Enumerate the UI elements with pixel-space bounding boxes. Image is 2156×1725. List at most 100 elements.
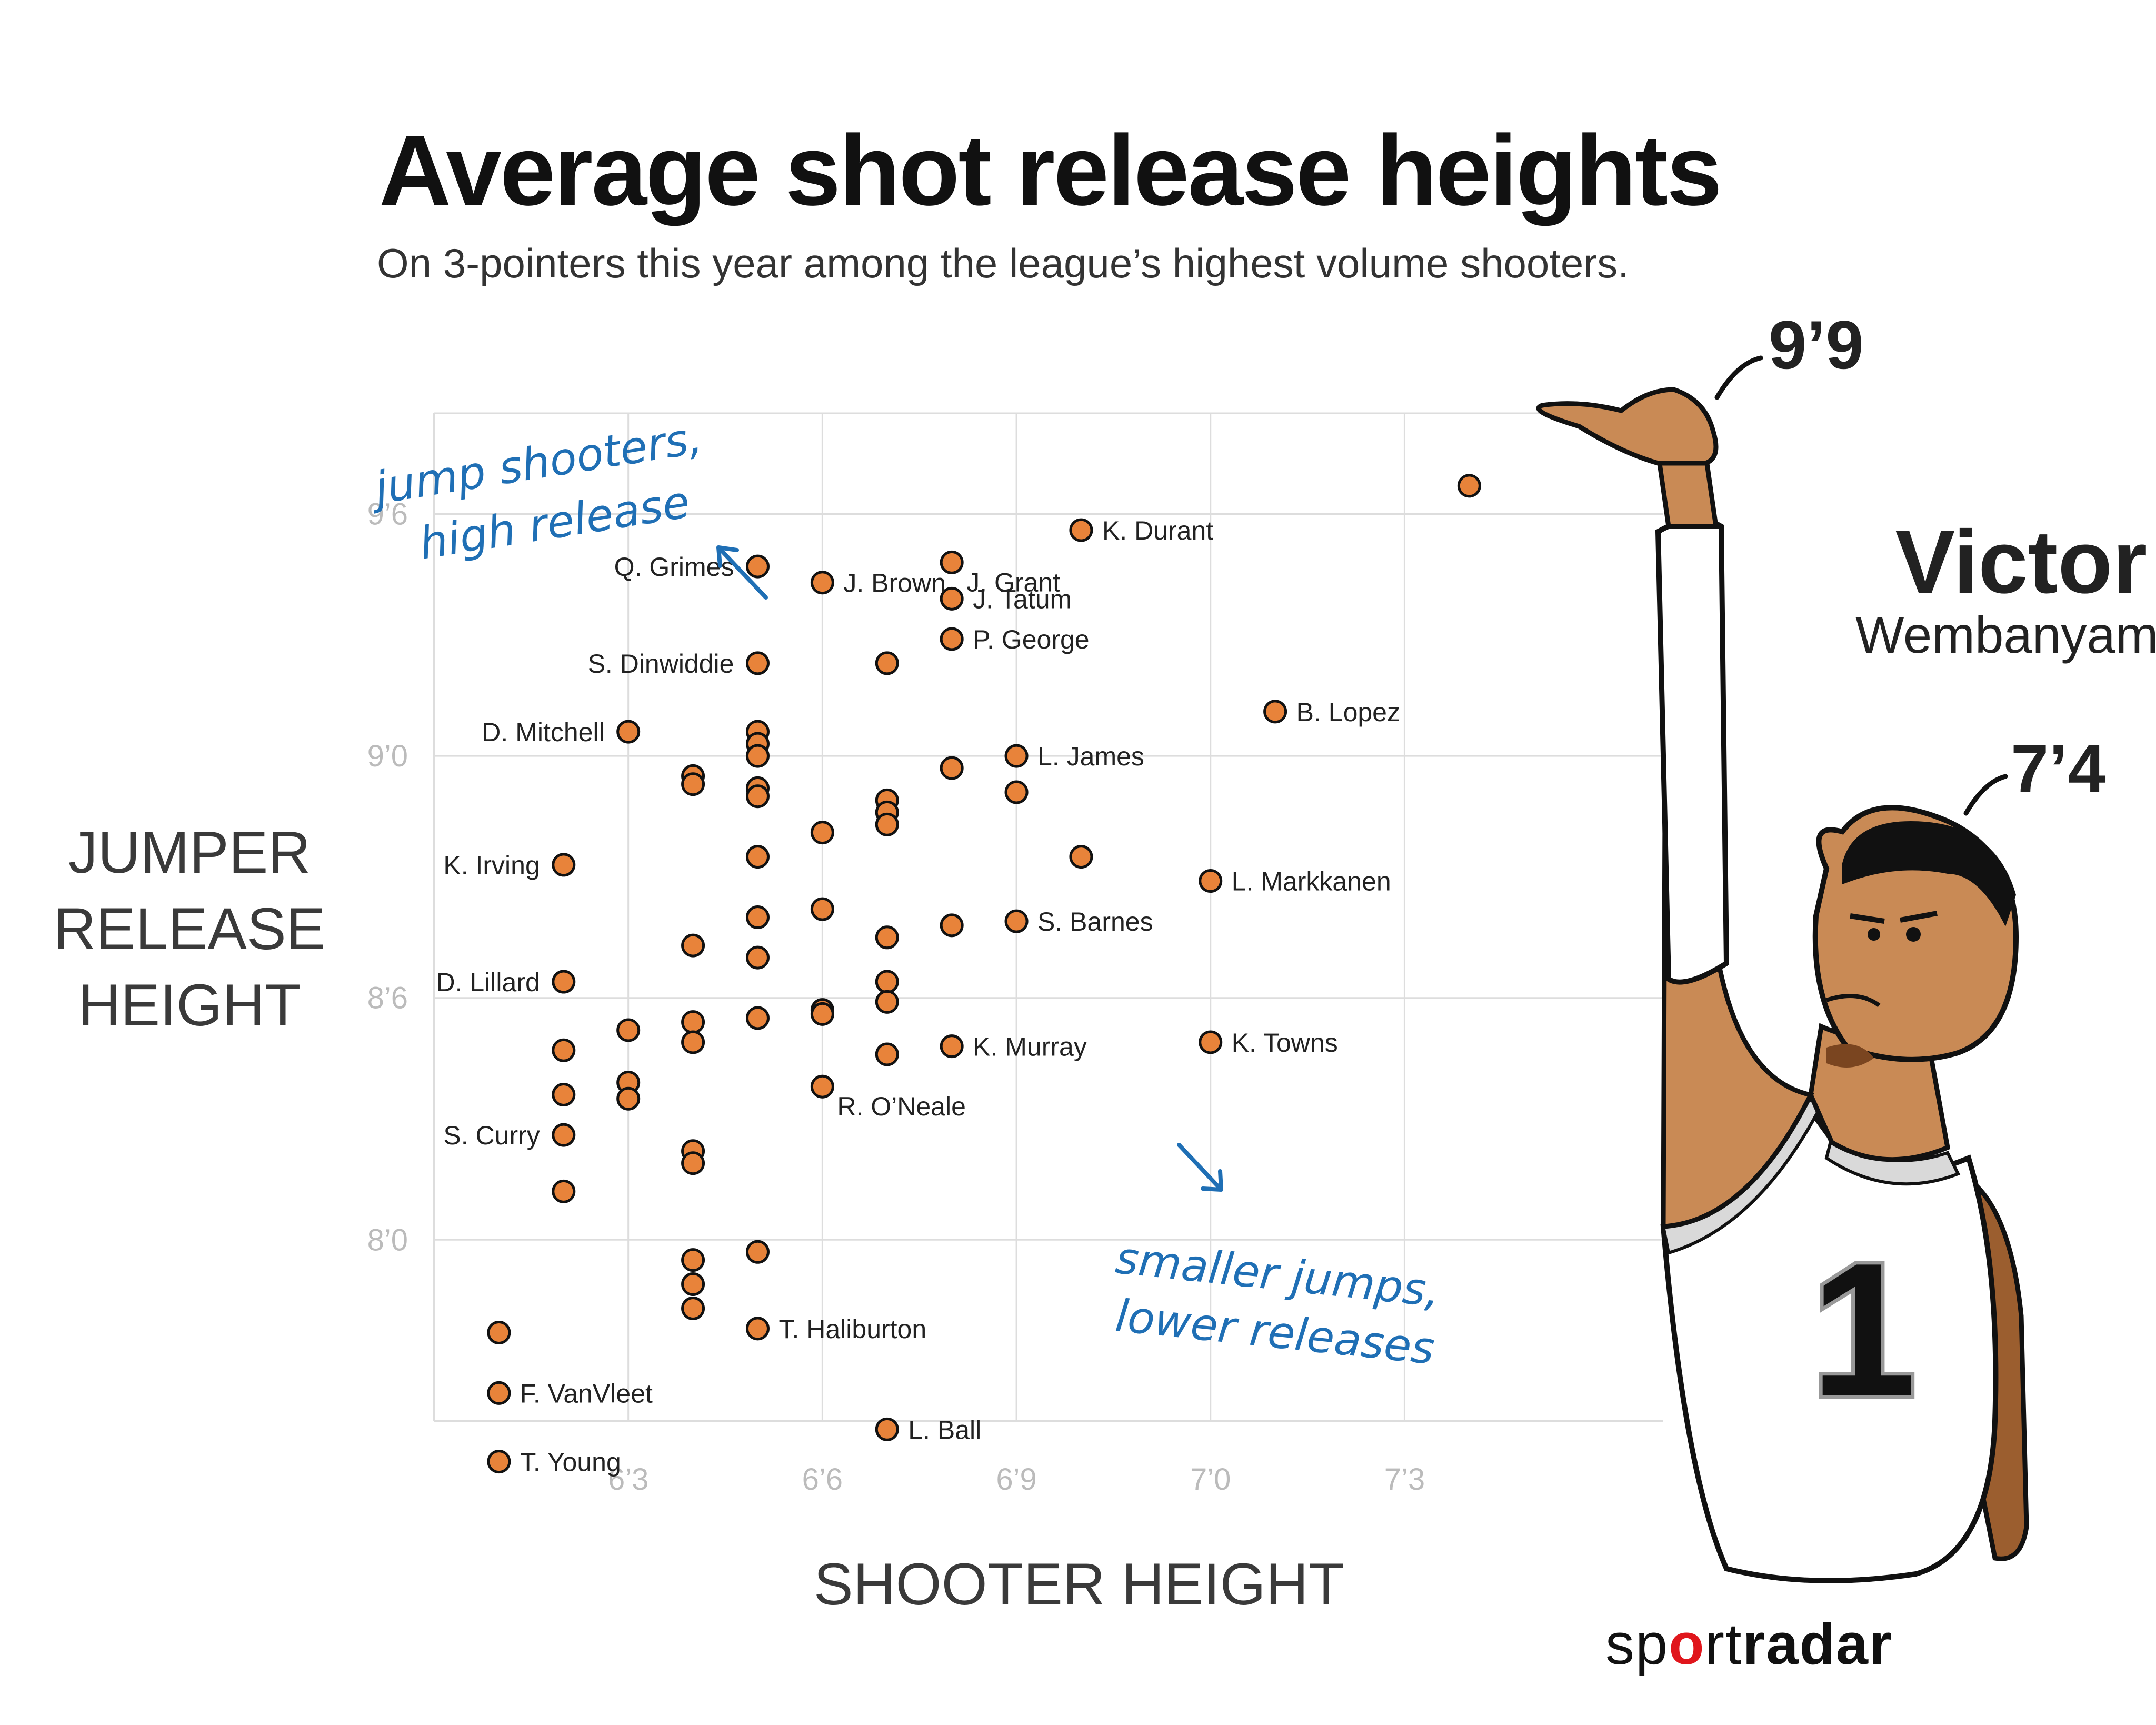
arrow-down-right-icon	[1177, 1143, 1223, 1192]
data-point[interactable]	[810, 1074, 834, 1099]
x-tick-label: 7’0	[1190, 1462, 1231, 1497]
data-point[interactable]	[940, 627, 964, 651]
data-point[interactable]	[745, 1006, 770, 1030]
logo-part-1: sp	[1605, 1612, 1669, 1677]
x-axis-label: SHOOTER HEIGHT	[813, 1551, 1345, 1617]
data-point[interactable]	[681, 933, 705, 958]
y-tick-label: 9’0	[367, 739, 408, 773]
player-first-name: Victor	[1895, 512, 2148, 612]
point-layer	[487, 474, 1481, 1474]
data-point[interactable]	[616, 720, 641, 744]
point-label: D. Lillard	[436, 968, 540, 997]
data-point[interactable]	[745, 651, 770, 675]
data-point[interactable]	[875, 990, 899, 1014]
data-point[interactable]	[681, 1297, 705, 1321]
data-point[interactable]	[940, 913, 964, 938]
data-point[interactable]	[745, 784, 770, 809]
data-point[interactable]	[487, 1381, 511, 1405]
x-tick-label: 6’9	[996, 1462, 1036, 1497]
arrow-up-left-icon	[716, 545, 768, 600]
point-label: D. Mitchell	[482, 717, 604, 747]
data-point[interactable]	[875, 812, 899, 836]
data-point[interactable]	[810, 571, 834, 595]
point-label: R. O’Neale	[837, 1092, 966, 1121]
y-axis-label-line-3: HEIGHT	[78, 972, 301, 1038]
data-point[interactable]	[810, 1002, 834, 1026]
data-point[interactable]	[745, 1240, 770, 1264]
point-label: T. Haliburton	[778, 1314, 926, 1344]
data-point[interactable]	[940, 586, 964, 611]
chart-title: Average shot release heights	[379, 115, 1722, 226]
data-point[interactable]	[875, 925, 899, 950]
logo-part-3: rt	[1705, 1612, 1743, 1677]
data-point[interactable]	[552, 1179, 576, 1203]
data-point[interactable]	[1199, 1030, 1223, 1054]
chart-subtitle: On 3-pointers this year among the league…	[377, 240, 1629, 286]
data-point[interactable]	[552, 1038, 576, 1062]
data-point[interactable]	[552, 1123, 576, 1147]
data-point[interactable]	[1004, 909, 1029, 933]
data-point[interactable]	[487, 1320, 511, 1344]
data-point[interactable]	[1069, 518, 1093, 542]
data-point[interactable]	[1069, 845, 1093, 869]
data-point[interactable]	[616, 1086, 641, 1111]
point-label: K. Towns	[1232, 1028, 1338, 1058]
point-label: P. George	[973, 625, 1089, 654]
player-illustration: 1	[1536, 355, 2029, 1583]
player-last-name: Wembanyama	[1855, 606, 2156, 664]
point-label: S. Barnes	[1037, 907, 1153, 936]
data-point[interactable]	[940, 1034, 964, 1059]
y-tick-label: 8’6	[367, 981, 408, 1015]
data-point[interactable]	[1004, 744, 1029, 768]
tick-layer: 6’3 6’6 6’9 7’0 7’3 8’0 8’6 9’0 9’6	[367, 497, 1425, 1497]
data-point[interactable]	[810, 821, 834, 845]
jersey-number: 1	[1811, 1224, 1916, 1435]
data-point[interactable]	[552, 1083, 576, 1107]
sportradar-logo: sportradar	[1605, 1611, 1893, 1678]
data-point[interactable]	[1457, 474, 1481, 498]
data-point[interactable]	[681, 1030, 705, 1054]
data-point[interactable]	[681, 1248, 705, 1272]
data-point[interactable]	[1263, 700, 1287, 724]
data-point[interactable]	[681, 1272, 705, 1297]
data-point[interactable]	[940, 550, 964, 574]
data-point[interactable]	[875, 651, 899, 675]
data-point[interactable]	[745, 1317, 770, 1341]
point-label: L. Ball	[908, 1415, 981, 1444]
data-point[interactable]	[875, 1042, 899, 1066]
y-axis-label-line-2: RELEASE	[53, 896, 326, 962]
data-point[interactable]	[810, 897, 834, 921]
x-tick-label: 7’3	[1384, 1462, 1425, 1497]
data-point[interactable]	[616, 1018, 641, 1042]
data-point[interactable]	[552, 853, 576, 877]
data-point[interactable]	[745, 744, 770, 768]
point-label: J. Brown	[843, 569, 946, 598]
point-label: K. Murray	[973, 1032, 1087, 1062]
point-label: K. Durant	[1102, 516, 1213, 545]
data-point[interactable]	[681, 1010, 705, 1034]
data-point[interactable]	[1199, 869, 1223, 893]
y-tick-label: 9’6	[367, 497, 408, 532]
data-point[interactable]	[875, 1417, 899, 1441]
point-label: J. Grant	[966, 567, 1060, 597]
point-label: F. VanVleet	[520, 1379, 653, 1408]
logo-part-2: o	[1669, 1612, 1705, 1677]
data-point[interactable]	[745, 845, 770, 869]
data-point[interactable]	[552, 970, 576, 994]
data-point[interactable]	[745, 905, 770, 929]
x-tick-label: 6’6	[802, 1462, 843, 1497]
player-height-label: 7’4	[2011, 730, 2106, 807]
data-point[interactable]	[745, 945, 770, 970]
data-point[interactable]	[681, 1151, 705, 1175]
data-point[interactable]	[745, 554, 770, 579]
point-label: S. Dinwiddie	[588, 649, 734, 679]
data-point[interactable]	[487, 1450, 511, 1474]
x-tick-label: 6’3	[608, 1462, 648, 1497]
data-point[interactable]	[940, 756, 964, 780]
y-tick-label: 8’0	[367, 1223, 408, 1257]
point-label: B. Lopez	[1296, 697, 1400, 727]
data-point[interactable]	[1004, 780, 1029, 804]
data-point[interactable]	[875, 970, 899, 994]
data-point[interactable]	[681, 772, 705, 796]
